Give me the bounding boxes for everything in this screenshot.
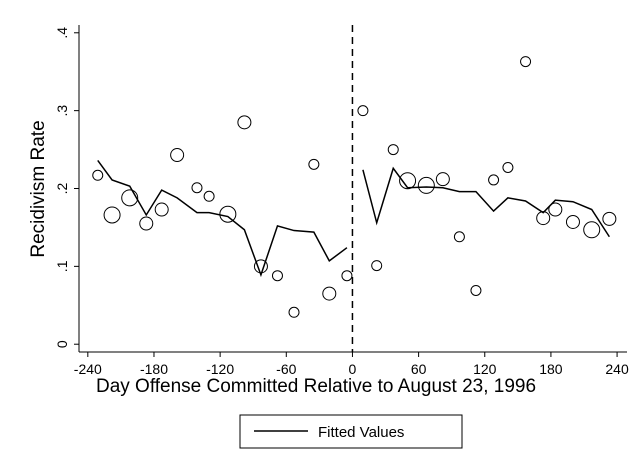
- y-tick-label: .2: [54, 182, 70, 194]
- point: [565, 214, 580, 229]
- point: [271, 270, 283, 282]
- x-tick-label: -120: [206, 361, 234, 377]
- point: [488, 174, 500, 186]
- point: [502, 161, 514, 173]
- y-tick-label: .4: [54, 27, 70, 39]
- point: [191, 182, 203, 194]
- x-tick-label: -60: [276, 361, 296, 377]
- point: [357, 105, 369, 117]
- x-tick-label: 240: [605, 361, 629, 377]
- y-axis-label: Recidivism Rate: [28, 120, 49, 257]
- point: [548, 202, 563, 217]
- point: [308, 158, 320, 170]
- x-tick-label: 60: [411, 361, 427, 377]
- x-tick-label: 0: [349, 361, 357, 377]
- point: [92, 169, 104, 181]
- point: [387, 144, 399, 156]
- point: [341, 270, 353, 282]
- point: [154, 202, 169, 217]
- y-tick-label: .3: [54, 105, 70, 117]
- point: [203, 190, 215, 202]
- x-axis-label: Day Offense Committed Relative to August…: [96, 376, 536, 397]
- x-tick-label: -240: [74, 361, 102, 377]
- point: [322, 286, 337, 301]
- y-tick-label: 0: [54, 340, 70, 348]
- point: [602, 211, 617, 226]
- x-tick-label: 180: [539, 361, 563, 377]
- fitted-line: [97, 160, 348, 278]
- legend-label: Fitted Values: [318, 424, 404, 441]
- point: [139, 216, 154, 231]
- point: [520, 56, 532, 68]
- point: [470, 284, 482, 296]
- x-tick-label: 120: [473, 361, 497, 377]
- x-tick-label: -180: [140, 361, 168, 377]
- point: [103, 206, 121, 224]
- point: [237, 115, 252, 130]
- point: [453, 231, 465, 243]
- point: [435, 172, 450, 187]
- point: [121, 189, 139, 207]
- point: [371, 260, 383, 272]
- point: [417, 176, 435, 194]
- point: [399, 172, 417, 190]
- point: [170, 148, 185, 163]
- fitted-line: [362, 166, 610, 238]
- point: [583, 221, 601, 239]
- point: [288, 306, 300, 318]
- y-tick-label: .1: [54, 260, 70, 272]
